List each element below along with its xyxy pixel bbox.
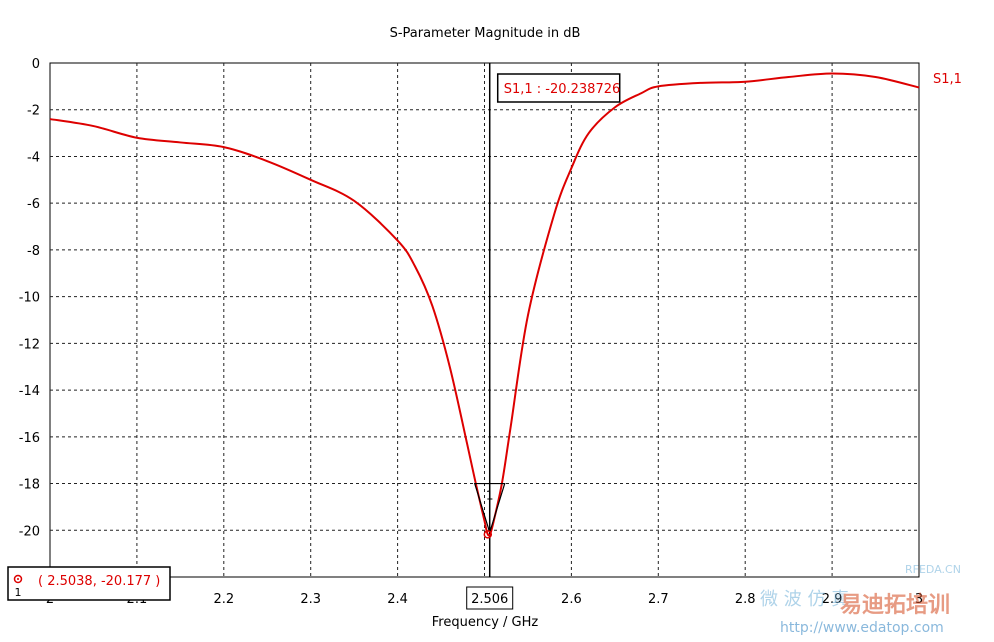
y-tick-label: -8 xyxy=(27,244,40,259)
y-tick-label: -18 xyxy=(19,478,40,493)
x-tick-label: 2.3 xyxy=(300,592,321,607)
x-tick-label: 2.6 xyxy=(561,592,582,607)
marker-id: 1 xyxy=(486,489,494,503)
marker-value-frame xyxy=(496,73,621,103)
watermark-url: http://www.edatop.com xyxy=(780,620,944,636)
grid xyxy=(50,63,919,577)
x-tick-label: 2.2 xyxy=(213,592,234,607)
x-tick-label: 2.9 xyxy=(822,592,843,607)
min-point-label: ( 2.5038, -20.177 ) xyxy=(38,574,160,589)
y-tick-label: 0 xyxy=(32,57,40,72)
x-tick-label: 3 xyxy=(915,592,923,607)
x-axis-label: Frequency / GHz xyxy=(432,615,539,630)
min-point-id: 1 xyxy=(15,586,22,599)
y-tick-label: -4 xyxy=(27,150,40,165)
y-tick-label: -2 xyxy=(27,104,40,119)
marker-triangle[interactable]: 1 xyxy=(473,482,506,535)
y-tick-label: -14 xyxy=(19,384,40,399)
marker-triangle-shape xyxy=(473,482,506,535)
marker-value-label: S1,1 : -20.238726 xyxy=(504,82,621,97)
min-point-marker xyxy=(483,530,493,539)
watermark: RFEDA.CN 微 波 仿 真 易迪拓培训 http://www.edatop… xyxy=(760,563,961,636)
chart-title: S-Parameter Magnitude in dB xyxy=(390,26,581,41)
watermark-edatop: 易迪拓培训 xyxy=(840,592,950,618)
min-point-readout[interactable]: 1 ( 2.5038, -20.177 ) xyxy=(7,566,171,601)
x-tick-label: 2.4 xyxy=(387,592,408,607)
x-tick-label: 2.8 xyxy=(735,592,756,607)
y-tick-label: -10 xyxy=(19,291,40,306)
marker-value-box[interactable]: S1,1 : -20.238726 xyxy=(496,73,621,103)
min-point-legend-icon xyxy=(13,574,23,584)
y-tick-label: -20 xyxy=(19,524,40,539)
plot-area xyxy=(49,62,920,578)
marker-x-readout: 2.506 xyxy=(466,586,514,610)
y-tick-label: -12 xyxy=(19,337,40,352)
legend-entry-s11: S1,1 xyxy=(933,72,962,87)
x-tick-label: 2.7 xyxy=(648,592,669,607)
min-point-legend-icon-dot xyxy=(17,578,19,580)
marker-x-box xyxy=(466,586,514,610)
series-line-s11 xyxy=(49,72,920,537)
y-tick-label: -6 xyxy=(27,197,40,212)
watermark-chinese-sim: 微 波 仿 真 xyxy=(760,589,849,610)
watermark-rfeda: RFEDA.CN xyxy=(905,563,961,576)
y-tick-label: -16 xyxy=(19,431,40,446)
marker-x-label: 2.506 xyxy=(471,592,508,607)
min-point-frame xyxy=(7,566,171,601)
